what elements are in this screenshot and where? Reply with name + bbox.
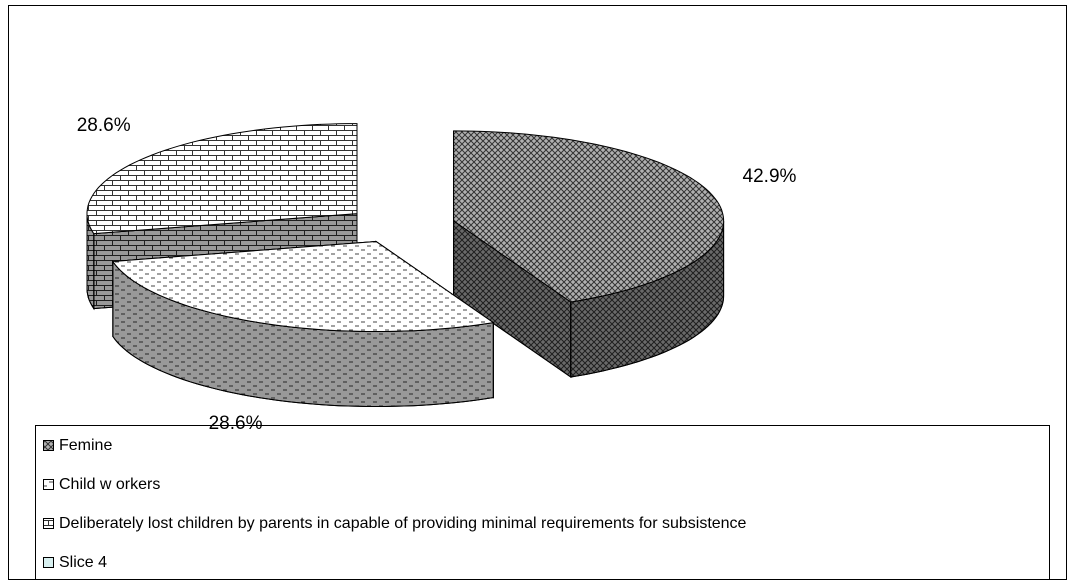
pie: 28.6% 42.9% 28.6% [77, 115, 797, 434]
legend-marker [43, 440, 54, 451]
slice-top [111, 240, 495, 332]
legend-label: Slice 4 [59, 554, 107, 571]
legend-label: Child w orkers [59, 476, 160, 493]
legend-marker [43, 518, 54, 529]
legend-box [35, 425, 1050, 580]
data-label: 42.9% [743, 166, 797, 187]
legend-marker [43, 557, 54, 568]
legend-marker [43, 479, 54, 490]
data-label: 28.6% [209, 413, 263, 434]
legend: Femine Child w orkers Deliberately lost ch… [43, 437, 747, 571]
data-label: 28.6% [77, 115, 131, 136]
slice-top [453, 130, 725, 303]
legend-label: Deliberately lost children by parents in… [59, 515, 747, 532]
legend-label: Femine [59, 437, 112, 454]
slice-top [86, 123, 358, 235]
